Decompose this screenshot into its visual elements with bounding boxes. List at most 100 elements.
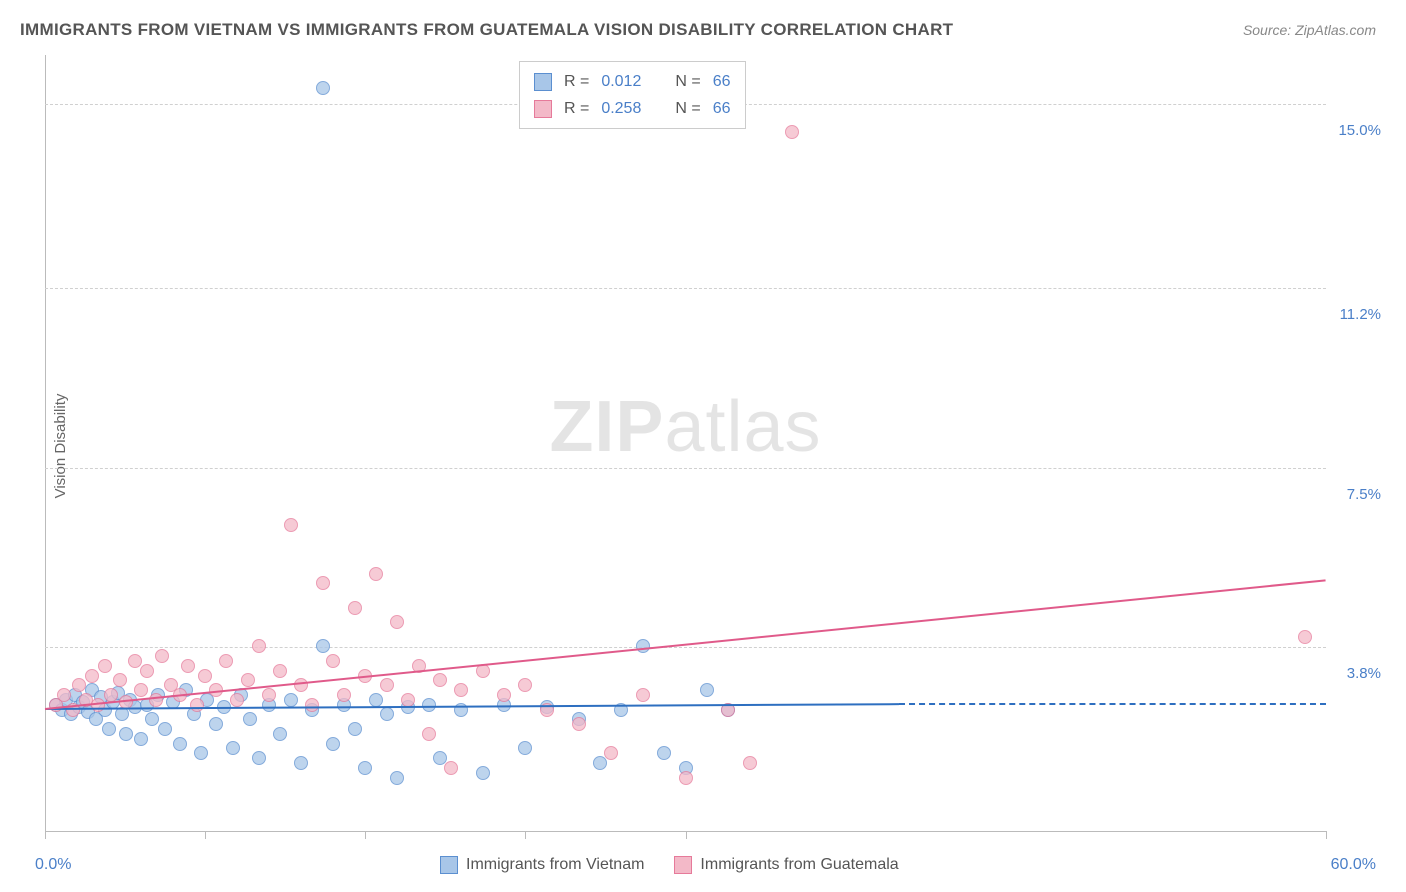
scatter-point <box>636 688 650 702</box>
bottom-legend: Immigrants from Vietnam Immigrants from G… <box>440 856 899 874</box>
gridline <box>45 647 1326 648</box>
scatter-point <box>241 673 255 687</box>
scatter-point <box>316 639 330 653</box>
stats-row: R = 0.012 N = 66 <box>534 68 731 95</box>
source-attribution: Source: ZipAtlas.com <box>1243 22 1376 38</box>
scatter-point <box>134 683 148 697</box>
legend-item: Immigrants from Vietnam <box>440 856 644 874</box>
scatter-point <box>98 659 112 673</box>
stats-swatch <box>534 73 552 91</box>
x-max-label: 60.0% <box>1331 856 1376 874</box>
scatter-point <box>316 576 330 590</box>
stats-n-label: N = <box>675 95 700 122</box>
y-axis-line <box>45 55 46 831</box>
scatter-point <box>230 693 244 707</box>
scatter-point <box>390 771 404 785</box>
stats-n-value: 66 <box>713 68 731 95</box>
scatter-point <box>190 698 204 712</box>
y-tick-label: 7.5% <box>1347 486 1381 503</box>
scatter-point <box>273 727 287 741</box>
stats-swatch <box>534 100 552 118</box>
legend-item: Immigrants from Guatemala <box>674 856 898 874</box>
scatter-point <box>140 664 154 678</box>
scatter-point <box>369 567 383 581</box>
scatter-point <box>134 732 148 746</box>
y-tick-label: 3.8% <box>1347 665 1381 682</box>
legend-swatch <box>674 856 692 874</box>
scatter-point <box>422 727 436 741</box>
trend-line <box>899 703 1326 705</box>
scatter-point <box>358 761 372 775</box>
stats-n-value: 66 <box>713 95 731 122</box>
scatter-point <box>604 746 618 760</box>
scatter-point <box>444 761 458 775</box>
stats-n-label: N = <box>675 68 700 95</box>
scatter-point <box>194 746 208 760</box>
scatter-point <box>284 518 298 532</box>
scatter-point <box>326 737 340 751</box>
chart-plot-area: ZIPatlas <box>45 55 1326 832</box>
scatter-point <box>572 717 586 731</box>
scatter-point <box>422 698 436 712</box>
scatter-point <box>284 693 298 707</box>
scatter-point <box>102 722 116 736</box>
x-tick <box>686 831 687 839</box>
scatter-point <box>294 756 308 770</box>
x-tick <box>525 831 526 839</box>
legend-label: Immigrants from Vietnam <box>466 856 644 874</box>
stats-r-label: R = <box>564 68 589 95</box>
scatter-point <box>113 673 127 687</box>
scatter-point <box>305 698 319 712</box>
scatter-point <box>326 654 340 668</box>
scatter-point <box>149 693 163 707</box>
scatter-point <box>401 693 415 707</box>
scatter-point <box>316 81 330 95</box>
scatter-point <box>433 673 447 687</box>
x-tick <box>365 831 366 839</box>
gridline <box>45 288 1326 289</box>
stats-row: R =0.258N =66 <box>534 95 731 122</box>
scatter-point <box>369 693 383 707</box>
legend-swatch <box>440 856 458 874</box>
scatter-point <box>158 722 172 736</box>
scatter-point <box>348 722 362 736</box>
scatter-point <box>476 766 490 780</box>
x-tick <box>45 831 46 839</box>
scatter-point <box>155 649 169 663</box>
watermark-bold: ZIP <box>549 387 664 467</box>
scatter-point <box>743 756 757 770</box>
scatter-point <box>273 664 287 678</box>
scatter-point <box>518 741 532 755</box>
scatter-point <box>85 669 99 683</box>
scatter-point <box>252 639 266 653</box>
scatter-point <box>57 688 71 702</box>
y-tick-label: 11.2% <box>1340 306 1381 323</box>
scatter-point <box>380 678 394 692</box>
scatter-point <box>252 751 266 765</box>
scatter-point <box>497 688 511 702</box>
stats-r-value: 0.012 <box>601 68 641 95</box>
chart-title: IMMIGRANTS FROM VIETNAM VS IMMIGRANTS FR… <box>20 20 953 40</box>
scatter-point <box>1298 630 1312 644</box>
scatter-point <box>337 688 351 702</box>
scatter-point <box>72 678 86 692</box>
scatter-point <box>209 717 223 731</box>
scatter-point <box>518 678 532 692</box>
legend-label: Immigrants from Guatemala <box>700 856 898 874</box>
x-tick <box>1326 831 1327 839</box>
scatter-point <box>262 688 276 702</box>
scatter-point <box>226 741 240 755</box>
gridline <box>45 468 1326 469</box>
scatter-point <box>294 678 308 692</box>
scatter-point <box>679 771 693 785</box>
trend-line <box>45 579 1326 710</box>
y-tick-label: 15.0% <box>1338 122 1381 139</box>
scatter-point <box>198 669 212 683</box>
scatter-point <box>145 712 159 726</box>
scatter-point <box>119 727 133 741</box>
scatter-point <box>128 654 142 668</box>
correlation-stats-box: R = 0.012 N = 66R = 0.258 N = 66 <box>519 61 746 129</box>
scatter-point <box>243 712 257 726</box>
stats-r-value: 0.258 <box>601 95 641 122</box>
scatter-point <box>380 707 394 721</box>
